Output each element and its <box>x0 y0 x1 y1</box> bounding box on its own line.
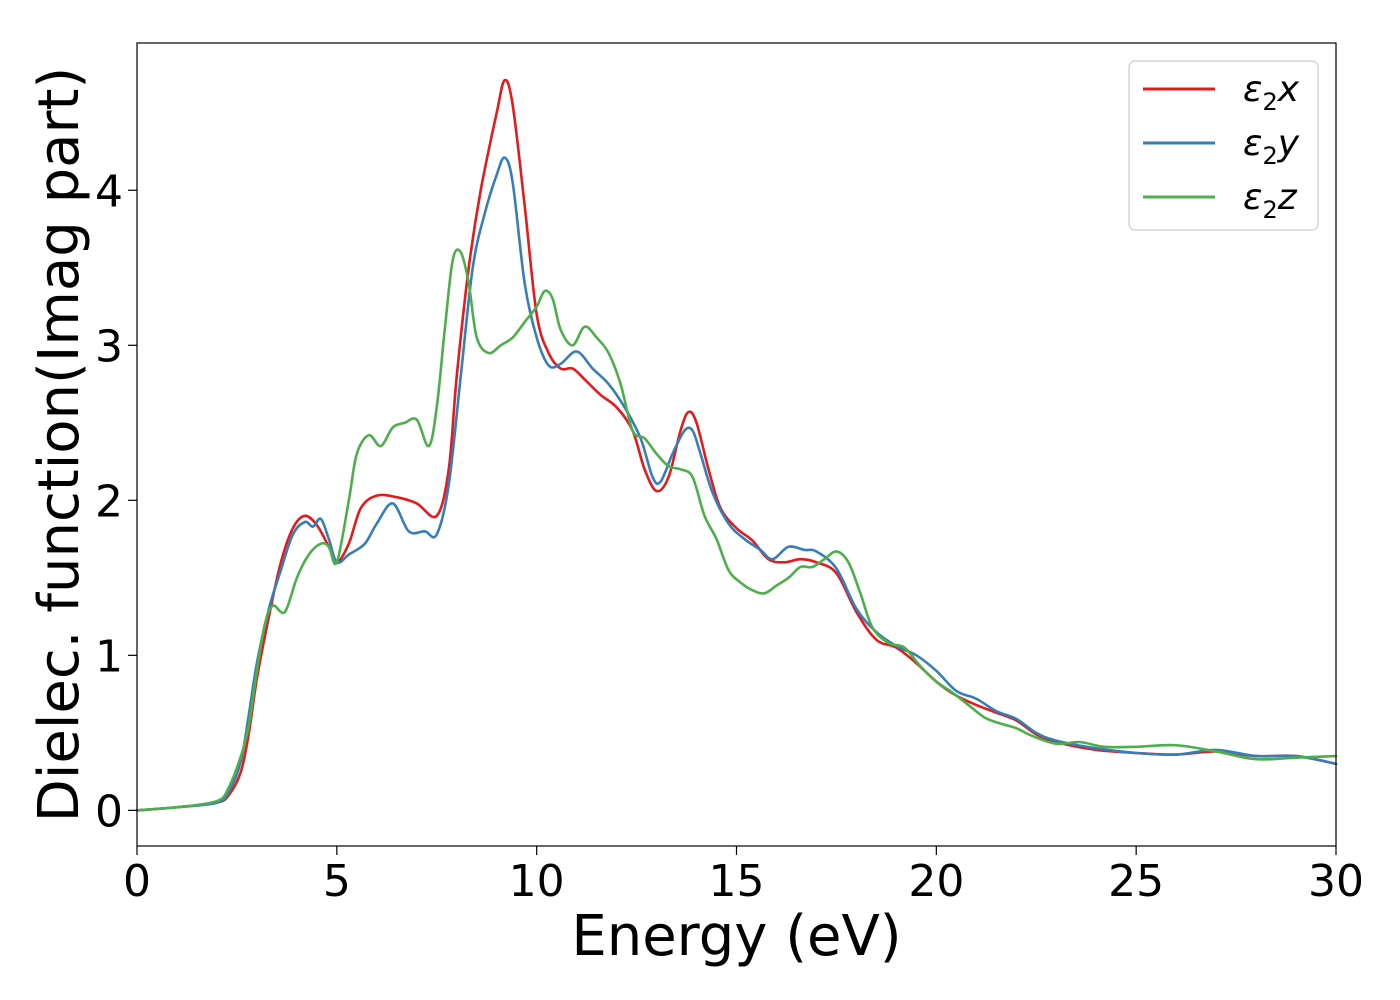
y-tick-label: 4 <box>95 166 123 217</box>
y-tick-label: 2 <box>95 476 123 527</box>
y-axis-title: Dielec. function(Imag part) <box>27 67 92 823</box>
legend: ε2x ε2y ε2z <box>1128 60 1319 231</box>
y-tick-label: 0 <box>95 786 123 837</box>
x-tick-label: 0 <box>123 856 151 907</box>
series-line-y <box>135 156 1338 812</box>
x-tick-label: 20 <box>908 856 964 907</box>
x-axis-ticks: 0 5 10 15 20 25 30 <box>123 846 1364 907</box>
x-tick-label: 30 <box>1308 856 1364 907</box>
legend-label-y: ε2y <box>1243 123 1300 170</box>
y-tick-label: 3 <box>95 321 123 372</box>
series-layer <box>135 78 1338 812</box>
series-line-x <box>135 78 1338 812</box>
x-tick-label: 15 <box>709 856 765 907</box>
x-tick-label: 5 <box>323 856 351 907</box>
x-axis-title: Energy (eV) <box>571 904 901 969</box>
series-line-z <box>135 248 1338 812</box>
x-tick-label: 10 <box>509 856 565 907</box>
legend-label-z: ε2z <box>1243 177 1298 224</box>
x-tick-label: 25 <box>1108 856 1164 907</box>
y-tick-label: 1 <box>95 631 123 682</box>
legend-box <box>1128 60 1319 231</box>
legend-label-x: ε2x <box>1243 69 1300 116</box>
y-axis-ticks: 0 1 2 3 4 <box>95 166 137 837</box>
